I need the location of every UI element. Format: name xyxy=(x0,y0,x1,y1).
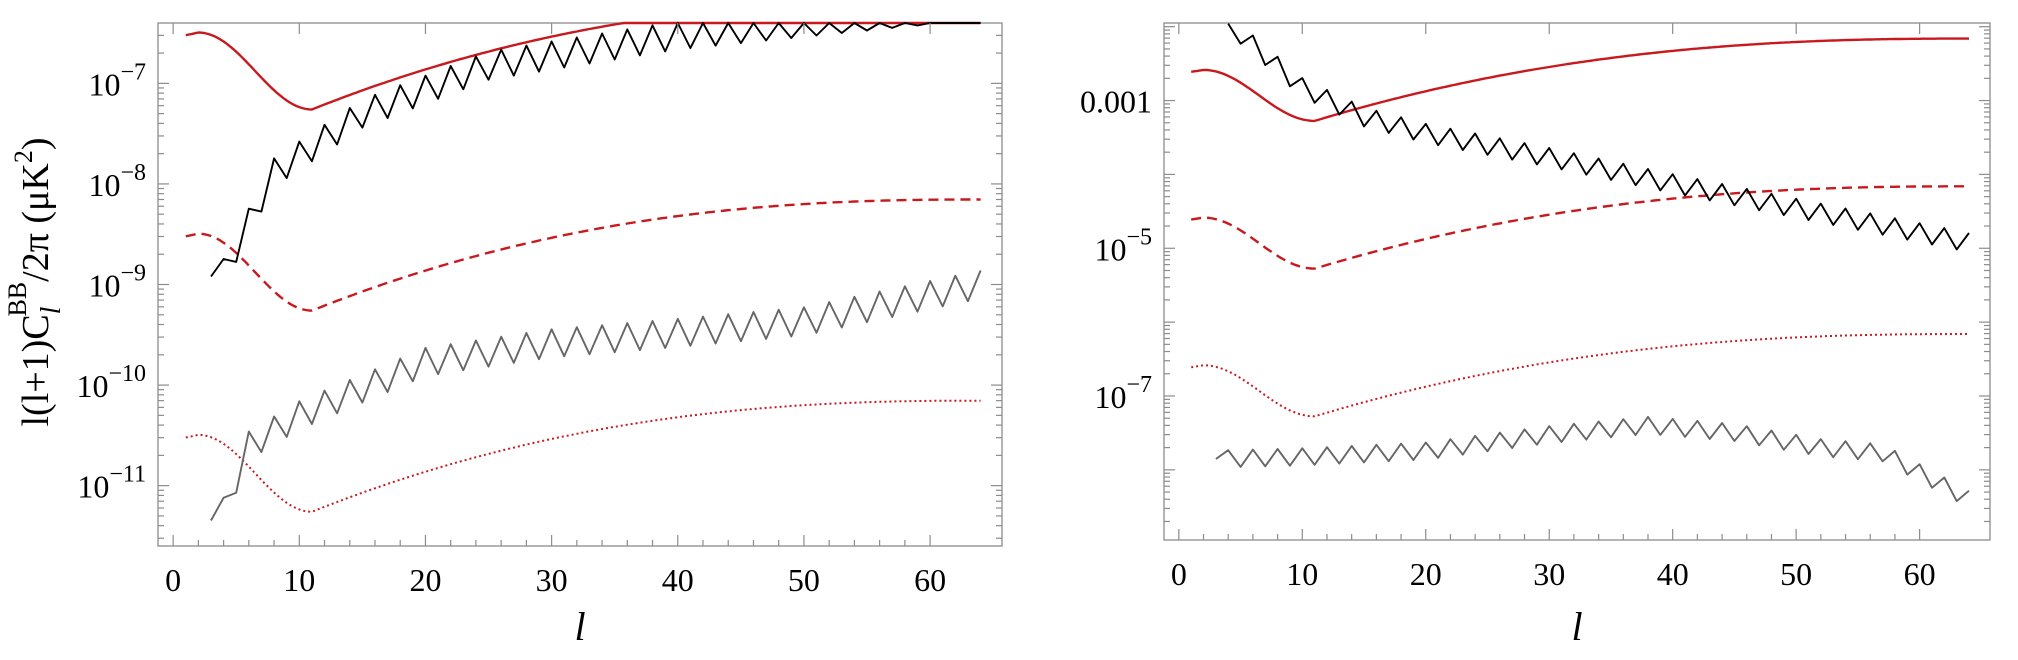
left-y-tick-label: 10−8 xyxy=(88,160,146,203)
left-y-axis-label: l(l+1)ClBB/2π (μK2) xyxy=(3,137,67,426)
right-x-tick-label: 10 xyxy=(1286,556,1318,592)
right-x-tick-label: 0 xyxy=(1171,556,1187,592)
left-y-tick-label: 10−11 xyxy=(77,462,146,505)
left-series-noise-grey xyxy=(210,270,982,521)
right-y-tick-label: 0.001 xyxy=(1080,84,1152,120)
left-series-theory-dashed xyxy=(185,198,981,312)
left-series-noise-black xyxy=(210,22,981,278)
right-y-tick-label: 10−5 xyxy=(1094,224,1152,267)
left-series-group xyxy=(185,21,982,521)
left-x-tick-label: 30 xyxy=(536,562,568,598)
right-x-tick-label: 60 xyxy=(1904,556,1936,592)
right-series-noise-black xyxy=(1227,23,1970,251)
left-x-tick-label: 0 xyxy=(165,562,181,598)
right-series-group xyxy=(1191,23,1970,503)
right-series-theory-dashed xyxy=(1191,185,1969,270)
right-plot-frame xyxy=(1163,22,1991,541)
left-x-tick-label: 20 xyxy=(409,562,441,598)
left-x-tick-label: 10 xyxy=(283,562,315,598)
left-chart: 0 10 20 30 40 50 60 10−7 10−8 10−9 10−10 10−11 l l… xyxy=(3,21,1003,649)
left-series-theory-dotted xyxy=(185,399,981,513)
left-x-tick-label: 60 xyxy=(914,562,946,598)
left-x-axis-label: l xyxy=(574,604,585,649)
right-y-tick-label: 10−7 xyxy=(1094,372,1152,415)
left-plot-frame xyxy=(157,22,1003,547)
left-y-ticks: 10−7 10−8 10−9 10−10 10−11 xyxy=(76,34,1002,539)
right-x-tick-label: 20 xyxy=(1410,556,1442,592)
right-x-axis-label: l xyxy=(1571,604,1582,649)
right-series-theory-solid xyxy=(1191,37,1969,123)
right-x-tick-label: 30 xyxy=(1533,556,1565,592)
left-x-tick-label: 40 xyxy=(662,562,694,598)
left-y-tick-label: 10−10 xyxy=(76,361,146,404)
right-series-noise-grey xyxy=(1215,415,1970,503)
right-series-theory-dotted xyxy=(1191,333,1969,418)
right-chart: 0 10 20 30 40 50 60 0.001 10−5 10−7 l xyxy=(1080,22,1991,649)
left-series-theory-solid xyxy=(185,21,981,111)
left-x-tick-label: 50 xyxy=(788,562,820,598)
right-x-ticks: 0 10 20 30 40 50 60 xyxy=(1171,23,1936,592)
right-x-tick-label: 40 xyxy=(1657,556,1689,592)
left-y-tick-label: 10−9 xyxy=(88,261,146,304)
right-x-tick-label: 50 xyxy=(1780,556,1812,592)
right-y-ticks: 0.001 10−5 10−7 xyxy=(1080,26,1990,523)
left-y-tick-label: 10−7 xyxy=(88,59,146,102)
left-x-ticks: 0 10 20 30 40 50 60 xyxy=(165,23,946,598)
